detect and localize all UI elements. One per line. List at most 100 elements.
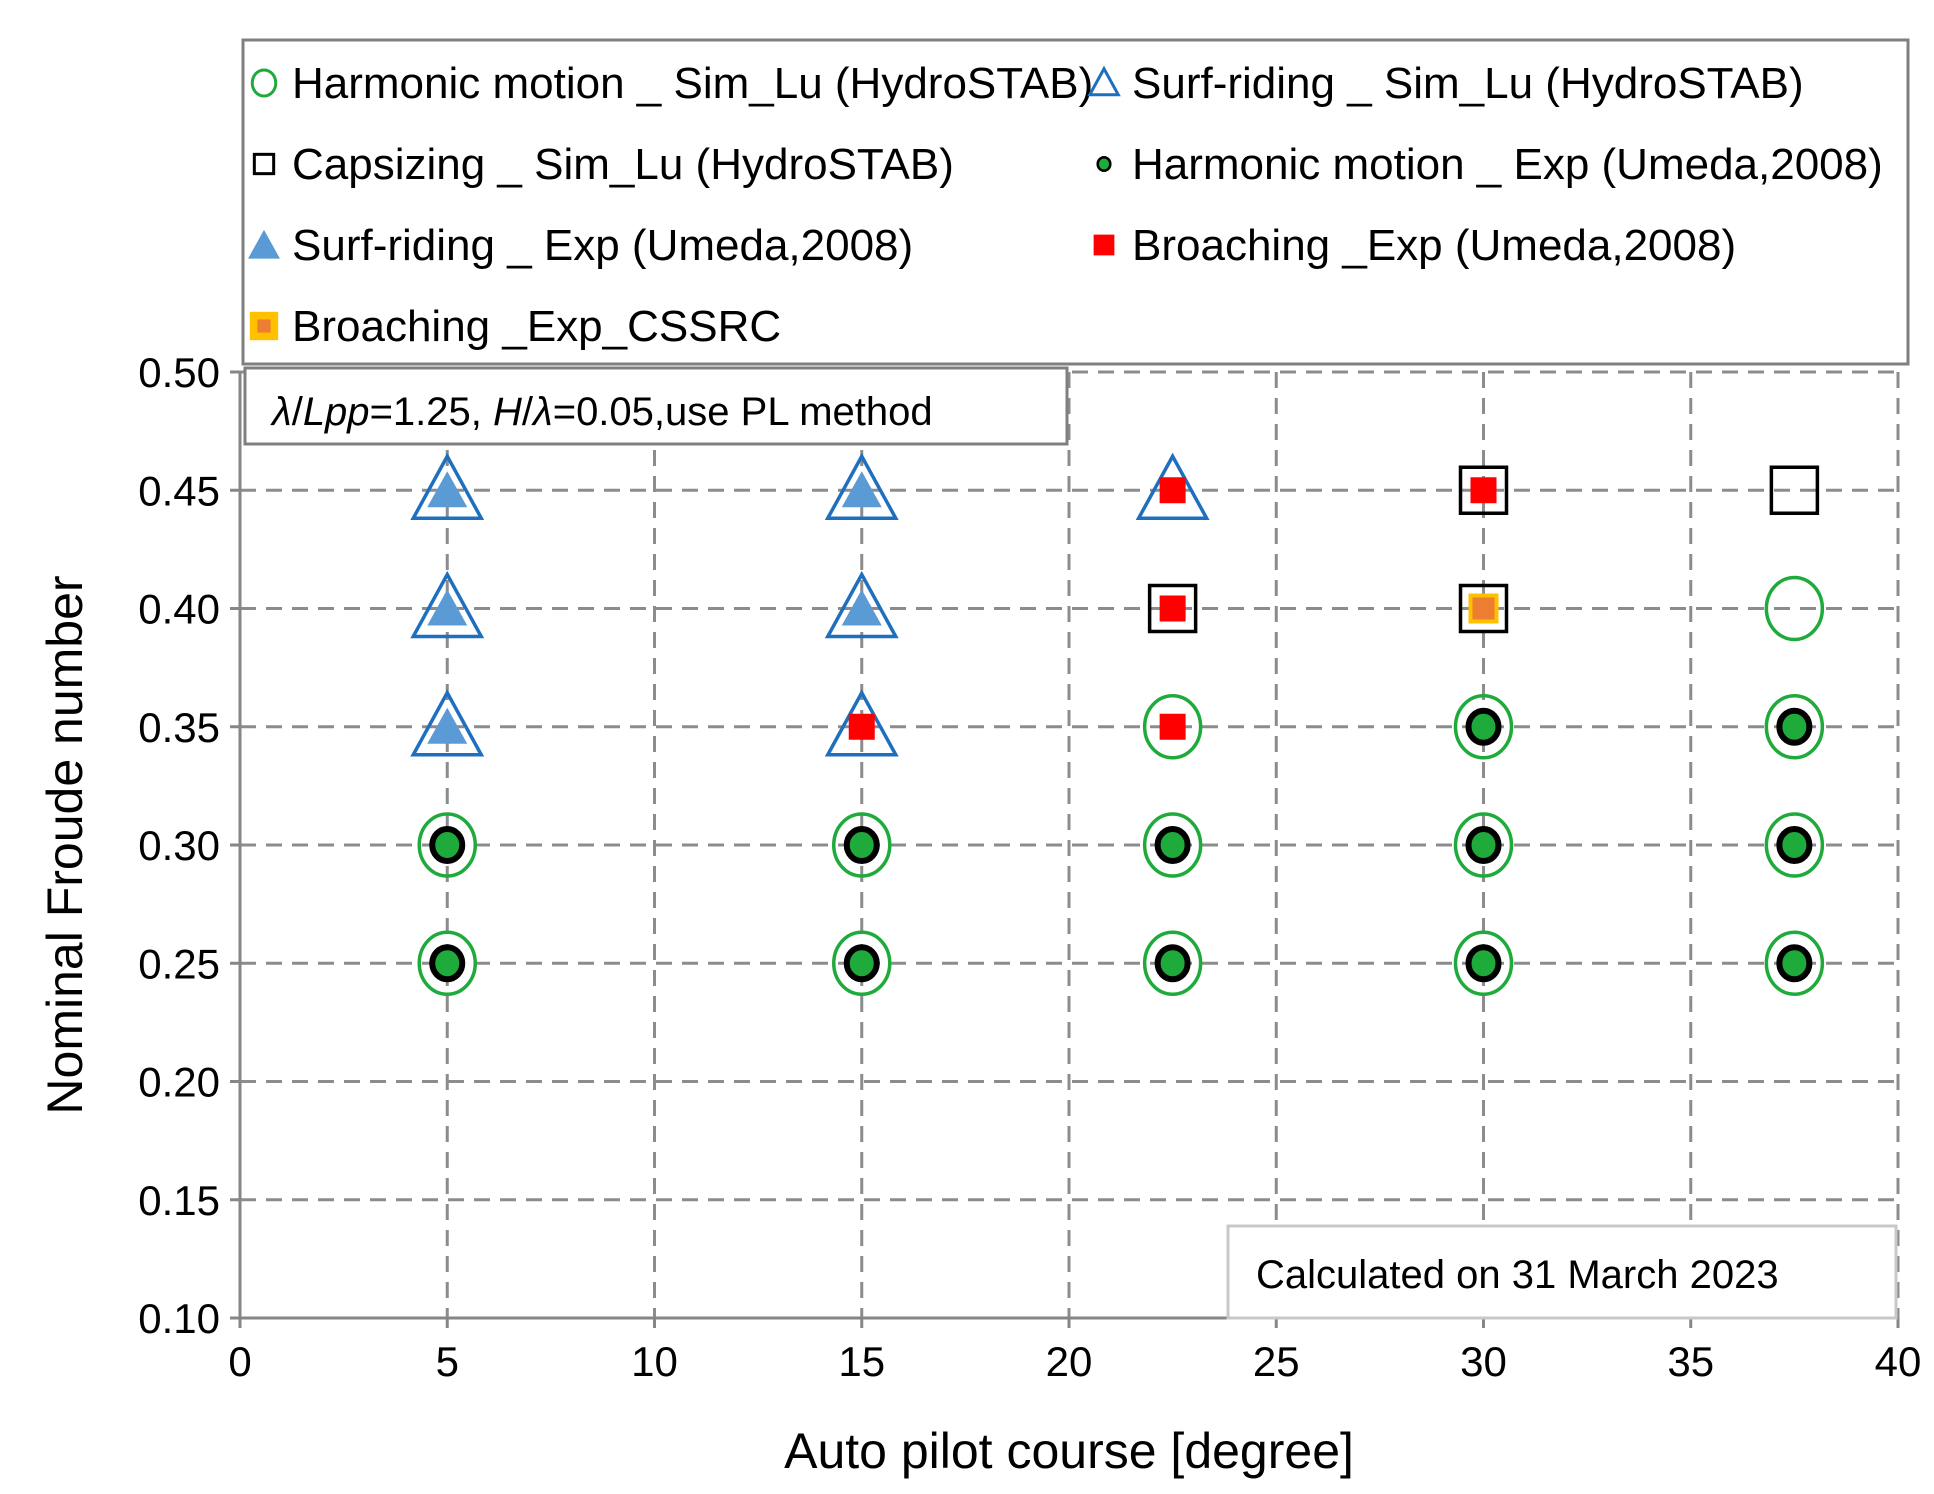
data-markers bbox=[410, 452, 1825, 996]
data-point bbox=[1453, 930, 1514, 996]
y-tick-label: 0.45 bbox=[138, 467, 220, 514]
data-point bbox=[843, 826, 880, 864]
y-tick-label: 0.50 bbox=[138, 349, 220, 396]
svg-text:Calculated on 31 March 2023: Calculated on 31 March 2023 bbox=[1256, 1253, 1779, 1297]
x-tick-label: 30 bbox=[1460, 1338, 1507, 1385]
legend-label: Harmonic motion _ Sim_Lu (HydroSTAB) bbox=[292, 59, 1093, 108]
legend-item: Broaching _Exp_CSSRC bbox=[249, 302, 781, 351]
condition-annotation: λ/Lpp=1.25, H/λ=0.05,use PL method bbox=[243, 366, 1069, 446]
data-point bbox=[1764, 694, 1825, 760]
data-point bbox=[824, 689, 899, 757]
data-point bbox=[410, 570, 485, 639]
y-tick-label: 0.15 bbox=[138, 1177, 220, 1224]
legend-symbol bbox=[1093, 234, 1115, 256]
legend-label: Broaching _Exp (Umeda,2008) bbox=[1132, 221, 1736, 270]
legend-label: Surf-riding _ Exp (Umeda,2008) bbox=[292, 221, 913, 270]
data-point bbox=[841, 471, 882, 508]
series-surf-riding-sim-lu-hydrostab bbox=[410, 452, 1210, 757]
series-broaching-exp-umeda-2008 bbox=[848, 477, 1497, 740]
legend-symbol bbox=[1087, 65, 1121, 97]
data-point bbox=[1776, 944, 1813, 983]
data-point bbox=[1764, 575, 1825, 642]
data-point bbox=[427, 471, 468, 508]
data-point bbox=[1764, 812, 1825, 878]
data-point bbox=[832, 930, 892, 996]
data-point bbox=[1465, 944, 1502, 983]
legend-item: Harmonic motion _ Exp (Umeda,2008) bbox=[1096, 140, 1883, 189]
data-point bbox=[1159, 477, 1186, 504]
y-tick-label: 0.30 bbox=[138, 822, 220, 869]
x-tick-labels: 0 5 10 15 20 25 30 35 40 bbox=[228, 1338, 1921, 1385]
x-tick-label: 35 bbox=[1667, 1338, 1714, 1385]
data-point bbox=[429, 826, 466, 864]
data-point bbox=[1453, 694, 1514, 760]
legend-symbol bbox=[1096, 156, 1112, 172]
data-point bbox=[410, 452, 485, 520]
legend-label: Harmonic motion _ Exp (Umeda,2008) bbox=[1132, 140, 1883, 189]
legend-symbol bbox=[248, 229, 280, 259]
legend-symbol bbox=[252, 152, 276, 176]
data-point bbox=[1159, 713, 1186, 740]
lpp-symbol: Lpp bbox=[303, 390, 370, 434]
data-point bbox=[1147, 583, 1198, 634]
x-tick-label: 5 bbox=[436, 1338, 459, 1385]
data-point bbox=[417, 930, 477, 996]
data-point bbox=[1159, 595, 1186, 622]
data-point bbox=[427, 707, 468, 744]
legend-item: Surf-riding _ Exp (Umeda,2008) bbox=[248, 221, 913, 270]
legend-item: Capsizing _ Sim_Lu (HydroSTAB) bbox=[252, 140, 954, 189]
legend-label: Capsizing _ Sim_Lu (HydroSTAB) bbox=[292, 140, 954, 189]
data-point bbox=[1776, 707, 1813, 746]
x-tick-label: 15 bbox=[838, 1338, 885, 1385]
legend: Harmonic motion _ Sim_Lu (HydroSTAB) Surf… bbox=[241, 38, 1910, 366]
x-axis-title: Auto pilot course [degree] bbox=[784, 1423, 1354, 1479]
y-tick-labels: 0.10 0.15 0.20 0.25 0.30 0.35 0.40 0.45 0.50 bbox=[138, 349, 220, 1342]
lambda-symbol: λ bbox=[270, 390, 292, 434]
series-harmonic-motion-sim-lu-hydrostab bbox=[417, 575, 1825, 996]
data-point bbox=[841, 589, 882, 626]
x-tick-label: 0 bbox=[228, 1338, 251, 1385]
grid-lines bbox=[240, 370, 1900, 1318]
data-point bbox=[417, 812, 477, 878]
legend-label: Broaching _Exp_CSSRC bbox=[292, 302, 781, 351]
data-point bbox=[824, 452, 899, 520]
data-point bbox=[1154, 944, 1191, 983]
data-point bbox=[1142, 694, 1203, 760]
series-surf-riding-exp-umeda-2008 bbox=[427, 471, 882, 744]
series-capsizing-sim-lu-hydrostab bbox=[1147, 465, 1820, 634]
legend-symbol bbox=[249, 311, 279, 341]
data-point bbox=[1458, 465, 1509, 515]
data-point bbox=[410, 689, 485, 757]
y-axis-title: Nominal Froude number bbox=[37, 575, 93, 1114]
legend-item: Surf-riding _ Sim_Lu (HydroSTAB) bbox=[1087, 59, 1804, 108]
x-tick-label: 10 bbox=[631, 1338, 678, 1385]
data-point bbox=[1142, 812, 1203, 878]
data-point bbox=[1458, 583, 1509, 634]
x-tick-label: 40 bbox=[1875, 1338, 1922, 1385]
x-tick-label: 20 bbox=[1046, 1338, 1093, 1385]
svg-text:λ/Lpp=1.25, H/λ=0.05,use PL me: λ/Lpp=1.25, H/λ=0.05,use PL method bbox=[270, 390, 933, 434]
data-point bbox=[848, 713, 875, 740]
y-tick-label: 0.35 bbox=[138, 704, 220, 751]
data-point bbox=[1764, 930, 1825, 996]
legend-item: Harmonic motion _ Sim_Lu (HydroSTAB) bbox=[250, 59, 1093, 108]
data-point bbox=[1135, 452, 1210, 520]
data-point bbox=[1776, 826, 1813, 864]
series-harmonic-motion-exp-umeda-2008 bbox=[429, 707, 1813, 983]
y-tick-label: 0.20 bbox=[138, 1059, 220, 1106]
data-point bbox=[1465, 707, 1502, 746]
data-point bbox=[427, 589, 468, 626]
legend-symbol bbox=[250, 68, 278, 98]
data-point bbox=[832, 812, 892, 878]
data-point bbox=[1154, 826, 1191, 864]
y-tick-label: 0.10 bbox=[138, 1295, 220, 1342]
y-tick-label: 0.40 bbox=[138, 586, 220, 633]
data-point bbox=[1470, 477, 1497, 504]
series-broaching-exp-cssrc bbox=[1468, 593, 1499, 624]
data-point bbox=[1142, 930, 1203, 996]
data-point bbox=[843, 944, 880, 983]
y-tick-label: 0.25 bbox=[138, 940, 220, 987]
legend-label: Surf-riding _ Sim_Lu (HydroSTAB) bbox=[1132, 59, 1804, 108]
legend-item: Broaching _Exp (Umeda,2008) bbox=[1093, 221, 1736, 270]
